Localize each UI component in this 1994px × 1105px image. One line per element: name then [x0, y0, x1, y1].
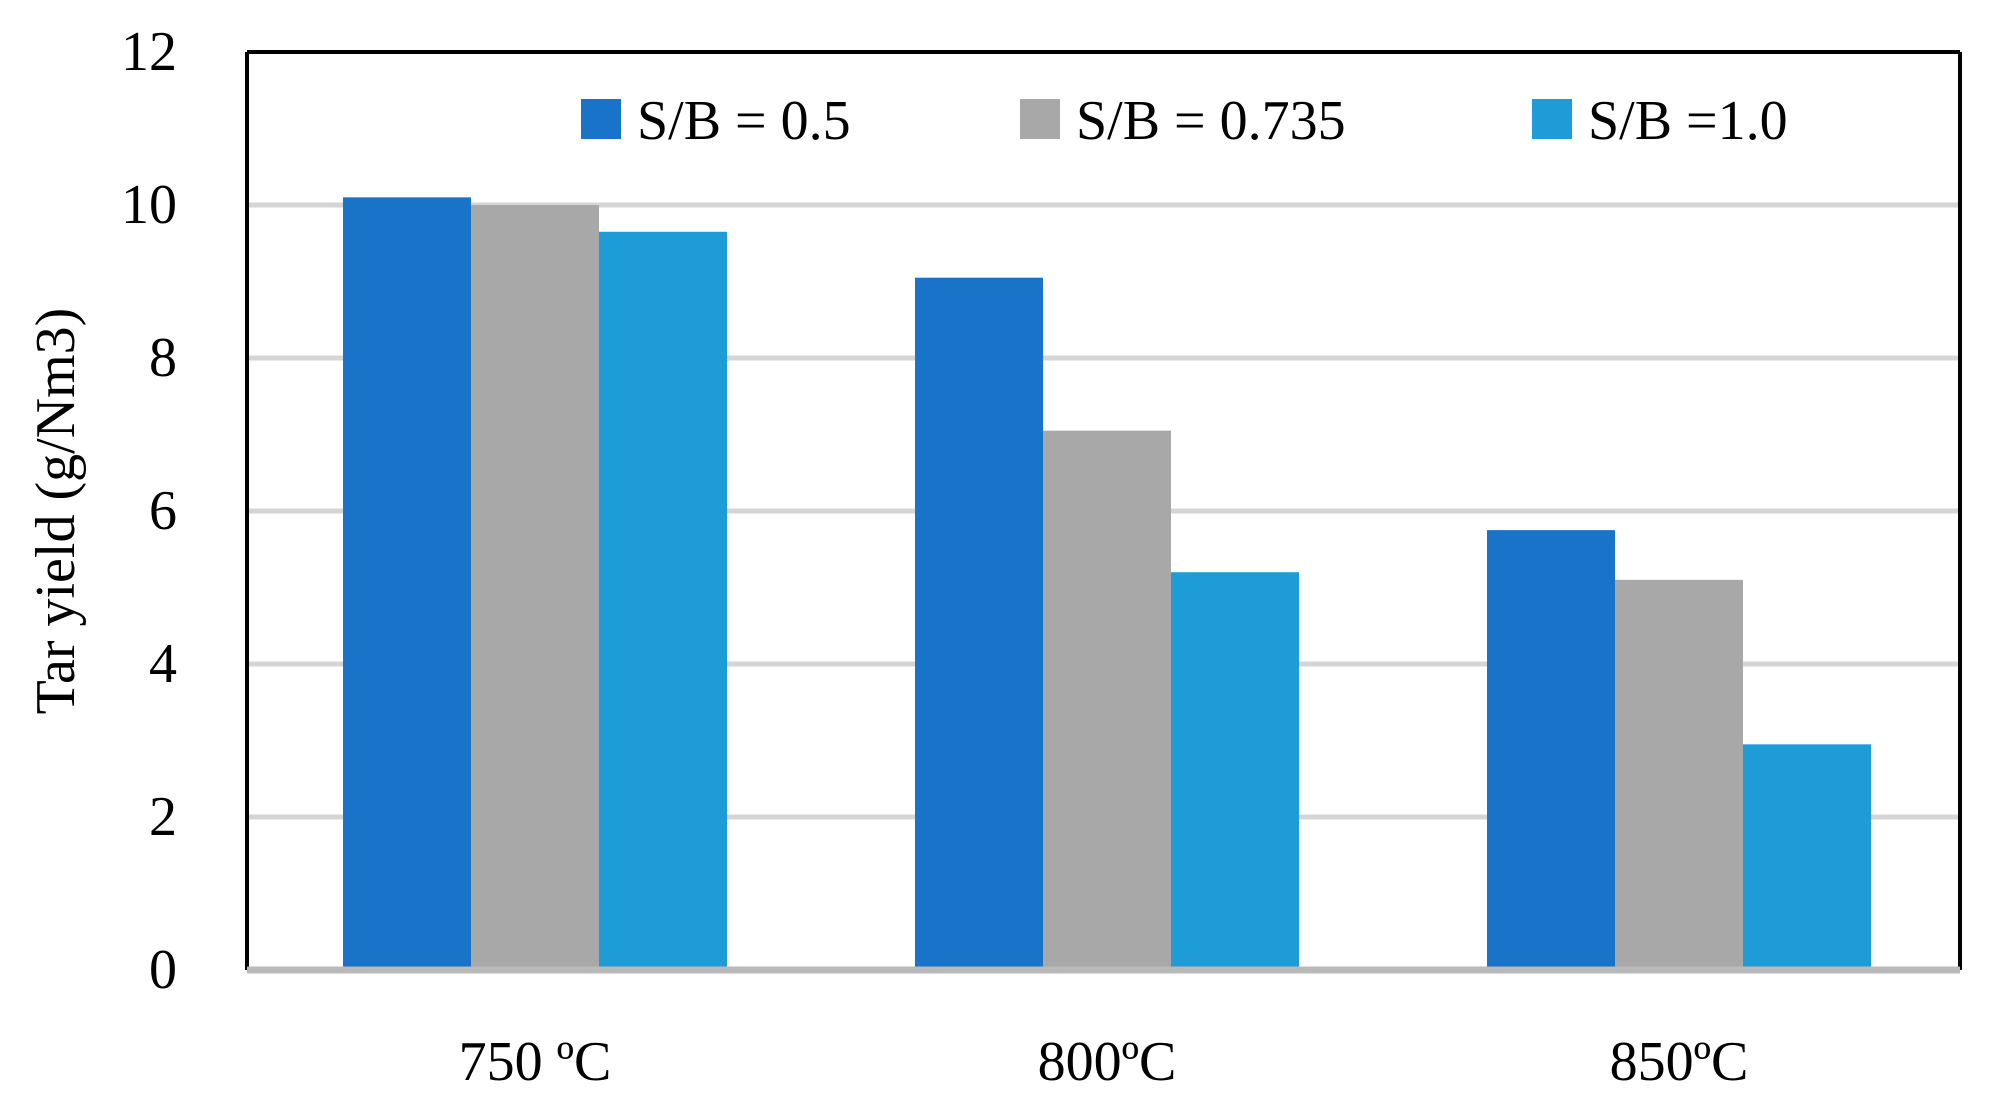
bar-750-degc-s-b-0-735: [471, 205, 599, 970]
y-tick-label-4: 4: [149, 633, 177, 695]
legend-label-s-b-0-5: S/B = 0.5: [637, 90, 851, 152]
bar-850degc-s-b-0-735: [1615, 579, 1743, 970]
y-tick-label-10: 10: [121, 174, 177, 236]
y-tick-label-12: 12: [121, 21, 177, 83]
y-axis-ticks: 0 2 4 6 8 10 12: [121, 21, 177, 1001]
bar-800degc-s-b-0-5: [915, 277, 1043, 970]
y-tick-label-8: 8: [149, 327, 177, 389]
x-axis-category-labels: 750 ºC 800ºC 850ºC: [459, 1031, 1749, 1093]
y-tick-label-6: 6: [149, 480, 177, 542]
legend-label-s-b-0-735: S/B = 0.735: [1076, 90, 1346, 152]
legend-swatch-s-b-0-735: [1020, 99, 1060, 139]
y-tick-label-0: 0: [149, 939, 177, 1001]
legend-swatch-s-b-1-0: [1532, 99, 1572, 139]
y-axis-label: Tar yield (g/Nm3): [25, 308, 87, 715]
x-category-label-850degc: 850ºC: [1610, 1031, 1749, 1093]
bar-750-degc-s-b-0-5: [343, 197, 471, 971]
y-tick-label-2: 2: [149, 786, 177, 848]
legend: S/B = 0.5 S/B = 0.735 S/B =1.0: [581, 90, 1788, 152]
bar-850degc-s-b-1-0: [1743, 744, 1871, 970]
bar-750-degc-s-b-1-0: [599, 231, 727, 970]
legend-label-s-b-1-0: S/B =1.0: [1588, 90, 1788, 152]
bar-800degc-s-b-0-735: [1043, 430, 1171, 970]
x-category-label-750-degc: 750 ºC: [459, 1031, 612, 1093]
bars: [343, 197, 1871, 971]
bar-800degc-s-b-1-0: [1171, 572, 1299, 970]
bar-850degc-s-b-0-5: [1487, 530, 1615, 970]
x-category-label-800degc: 800ºC: [1038, 1031, 1177, 1093]
legend-swatch-s-b-0-5: [581, 99, 621, 139]
